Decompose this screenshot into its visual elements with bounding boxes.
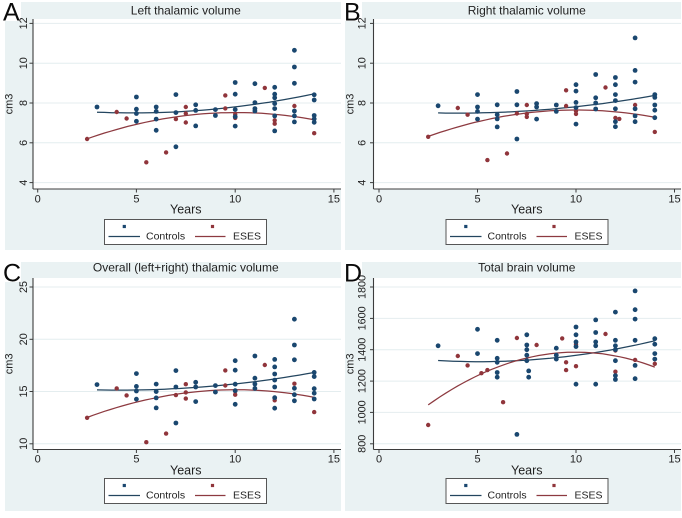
svg-text:Controls: Controls [146,490,185,502]
svg-text:Right thalamic volume: Right thalamic volume [468,4,586,18]
svg-text:10: 10 [229,193,241,205]
svg-text:Years: Years [511,463,543,477]
svg-text:20: 20 [18,333,30,345]
svg-text:12: 12 [357,17,369,29]
svg-text:4: 4 [18,180,30,186]
svg-text:Overall (left+right) thalamic: Overall (left+right) thalamic volume [93,261,279,275]
svg-text:0: 0 [376,193,382,205]
svg-text:C: C [3,260,21,288]
svg-text:Years: Years [511,202,543,216]
svg-text:10: 10 [570,193,582,205]
svg-text:D: D [344,260,362,288]
svg-text:Controls: Controls [146,231,185,243]
svg-text:15: 15 [18,385,30,397]
svg-text:8: 8 [18,100,30,106]
svg-text:0: 0 [376,453,382,465]
svg-text:ESES: ESES [575,231,603,243]
svg-text:Years: Years [170,202,202,216]
svg-text:6: 6 [357,140,369,146]
svg-text:10: 10 [18,438,30,450]
svg-text:0: 0 [35,193,41,205]
svg-text:cm3: cm3 [4,94,16,115]
svg-text:cm3: cm3 [4,353,16,374]
svg-text:800: 800 [357,435,369,453]
svg-text:25: 25 [18,281,30,293]
svg-text:ESES: ESES [233,490,261,502]
svg-text:10: 10 [18,57,30,69]
svg-text:cm3: cm3 [345,94,357,115]
svg-text:1000: 1000 [357,400,369,424]
svg-text:5: 5 [474,193,480,205]
svg-text:ESES: ESES [233,231,261,243]
svg-text:A: A [3,0,20,27]
svg-text:cm3: cm3 [345,353,357,374]
svg-text:1400: 1400 [357,338,369,362]
svg-text:10: 10 [357,57,369,69]
svg-text:5: 5 [474,453,480,465]
svg-text:8: 8 [357,100,369,106]
svg-text:Controls: Controls [488,231,527,243]
svg-text:5: 5 [133,193,139,205]
svg-text:1600: 1600 [357,306,369,330]
svg-text:ESES: ESES [575,490,603,502]
svg-text:15: 15 [668,193,680,205]
svg-text:6: 6 [18,140,30,146]
svg-text:15: 15 [328,193,340,205]
svg-text:0: 0 [35,453,41,465]
svg-text:B: B [344,0,361,27]
svg-text:1200: 1200 [357,369,369,393]
svg-text:5: 5 [133,453,139,465]
svg-text:15: 15 [328,453,340,465]
svg-text:Controls: Controls [488,490,527,502]
svg-text:1800: 1800 [357,275,369,299]
svg-text:Years: Years [170,463,202,477]
svg-text:12: 12 [18,17,30,29]
svg-text:15: 15 [668,453,680,465]
svg-text:10: 10 [229,453,241,465]
svg-text:Left thalamic volume: Left thalamic volume [131,4,241,18]
svg-text:Total brain volume: Total brain volume [478,261,576,275]
svg-text:10: 10 [570,453,582,465]
svg-text:4: 4 [357,180,369,186]
